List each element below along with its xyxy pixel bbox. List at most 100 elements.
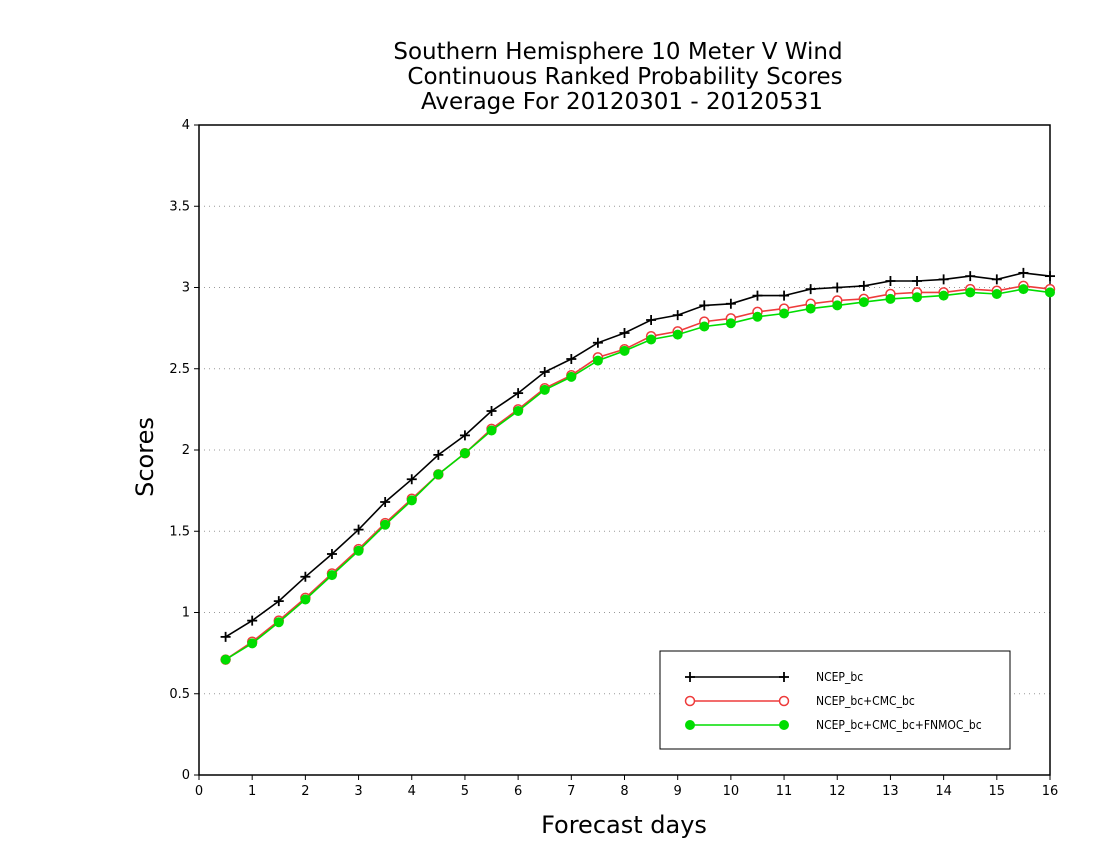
data-point [273, 617, 284, 628]
legend-marker [685, 672, 695, 682]
data-point [380, 497, 391, 507]
data-point [326, 570, 337, 581]
data-point [912, 276, 923, 286]
legend-entry: NCEP_bc+CMC_bc [684, 694, 915, 708]
y-axis-label: Scores [131, 417, 159, 497]
data-point [699, 300, 710, 311]
data-point [539, 367, 550, 377]
data-point [779, 308, 790, 319]
legend-label: NCEP_bc+CMC_bc [816, 694, 915, 708]
data-point [965, 271, 976, 282]
data-point [752, 290, 763, 301]
data-point [858, 297, 869, 308]
data-point [725, 298, 736, 309]
y-tick-label: 2.5 [169, 362, 190, 377]
data-point [273, 596, 284, 607]
data-point [486, 406, 497, 416]
series-0 [220, 267, 1055, 642]
chart-title-line-3: Average For 20120301 - 20120531 [421, 89, 823, 115]
data-point [406, 495, 417, 506]
y-tick-label: 3 [182, 281, 190, 296]
data-point [1018, 284, 1029, 295]
series-line [225, 288, 1051, 661]
legend-marker [684, 695, 696, 707]
data-point [513, 388, 524, 399]
data-point [832, 282, 843, 293]
data-point [380, 519, 391, 530]
legend-entry: NCEP_bc+CMC_bc+FNMOC_bc [685, 718, 982, 732]
data-point [353, 545, 364, 556]
x-tick-label: 12 [829, 784, 846, 799]
data-point [1045, 287, 1055, 298]
x-tick-label: 8 [620, 784, 628, 799]
x-tick-label: 11 [776, 784, 793, 799]
legend-marker [778, 695, 790, 707]
data-point [991, 274, 1002, 285]
y-tick-label: 1 [182, 606, 190, 621]
chart-title: Southern Hemisphere 10 Meter V Wind Cont… [393, 39, 842, 115]
x-tick-label: 5 [461, 784, 469, 799]
data-point [220, 631, 231, 642]
x-tick-label: 7 [567, 784, 575, 799]
data-point [912, 292, 923, 303]
y-tick-label: 3.5 [169, 199, 190, 214]
data-point [752, 311, 763, 322]
data-point [805, 284, 816, 295]
series-1 [220, 280, 1056, 665]
data-point [247, 638, 258, 649]
data-point [699, 321, 710, 332]
plot-frame [198, 124, 1051, 776]
data-point [646, 334, 657, 345]
data-point [433, 469, 444, 480]
data-point [965, 287, 976, 298]
data-point [991, 289, 1002, 299]
legend-marker [685, 720, 695, 730]
data-point [566, 354, 577, 364]
data-point [885, 293, 896, 304]
legend-entry: NCEP_bc [685, 670, 863, 684]
data-point [672, 310, 683, 321]
y-tick-label: 0.5 [169, 687, 190, 702]
legend-marker [779, 720, 789, 730]
data-point [300, 571, 311, 582]
data-point [433, 449, 444, 460]
x-tick-label: 14 [935, 784, 952, 799]
series-line [225, 272, 1051, 638]
x-tick-label: 0 [195, 784, 203, 799]
data-point [938, 274, 949, 285]
data-point [566, 371, 577, 382]
data-point [459, 430, 470, 441]
data-point [885, 276, 896, 286]
x-axis-label: Forecast days [541, 811, 707, 839]
x-tick-label: 3 [354, 784, 362, 799]
data-point [619, 328, 630, 338]
x-tick-label: 16 [1042, 784, 1059, 799]
data-point [832, 300, 843, 311]
data-point [646, 315, 657, 325]
y-tick-label: 0 [182, 768, 190, 783]
data-point [805, 303, 816, 314]
data-point [459, 448, 470, 459]
data-point [938, 290, 949, 301]
data-point [592, 355, 603, 366]
axes: 00.511.522.533.540 1 2 3 4 5 6 7 8 9 10 11 12 13 14 15 1… [169, 118, 1058, 799]
x-tick-label: 15 [989, 784, 1006, 799]
data-point [592, 337, 603, 348]
data-point [1018, 267, 1029, 278]
series-line [225, 285, 1051, 661]
data-point [406, 474, 417, 485]
data-point [486, 425, 497, 436]
legend-box [659, 650, 1011, 750]
gridlines [199, 205, 1050, 695]
x-tick-label: 4 [408, 784, 416, 799]
x-tick-label: 9 [674, 784, 682, 799]
y-tick-label: 4 [182, 118, 190, 133]
data-point [779, 290, 790, 301]
series-layer [220, 267, 1056, 665]
data-point [858, 280, 869, 291]
data-point [353, 524, 364, 535]
legend-marker [779, 672, 789, 682]
data-point [326, 549, 337, 559]
series-2 [220, 284, 1055, 665]
